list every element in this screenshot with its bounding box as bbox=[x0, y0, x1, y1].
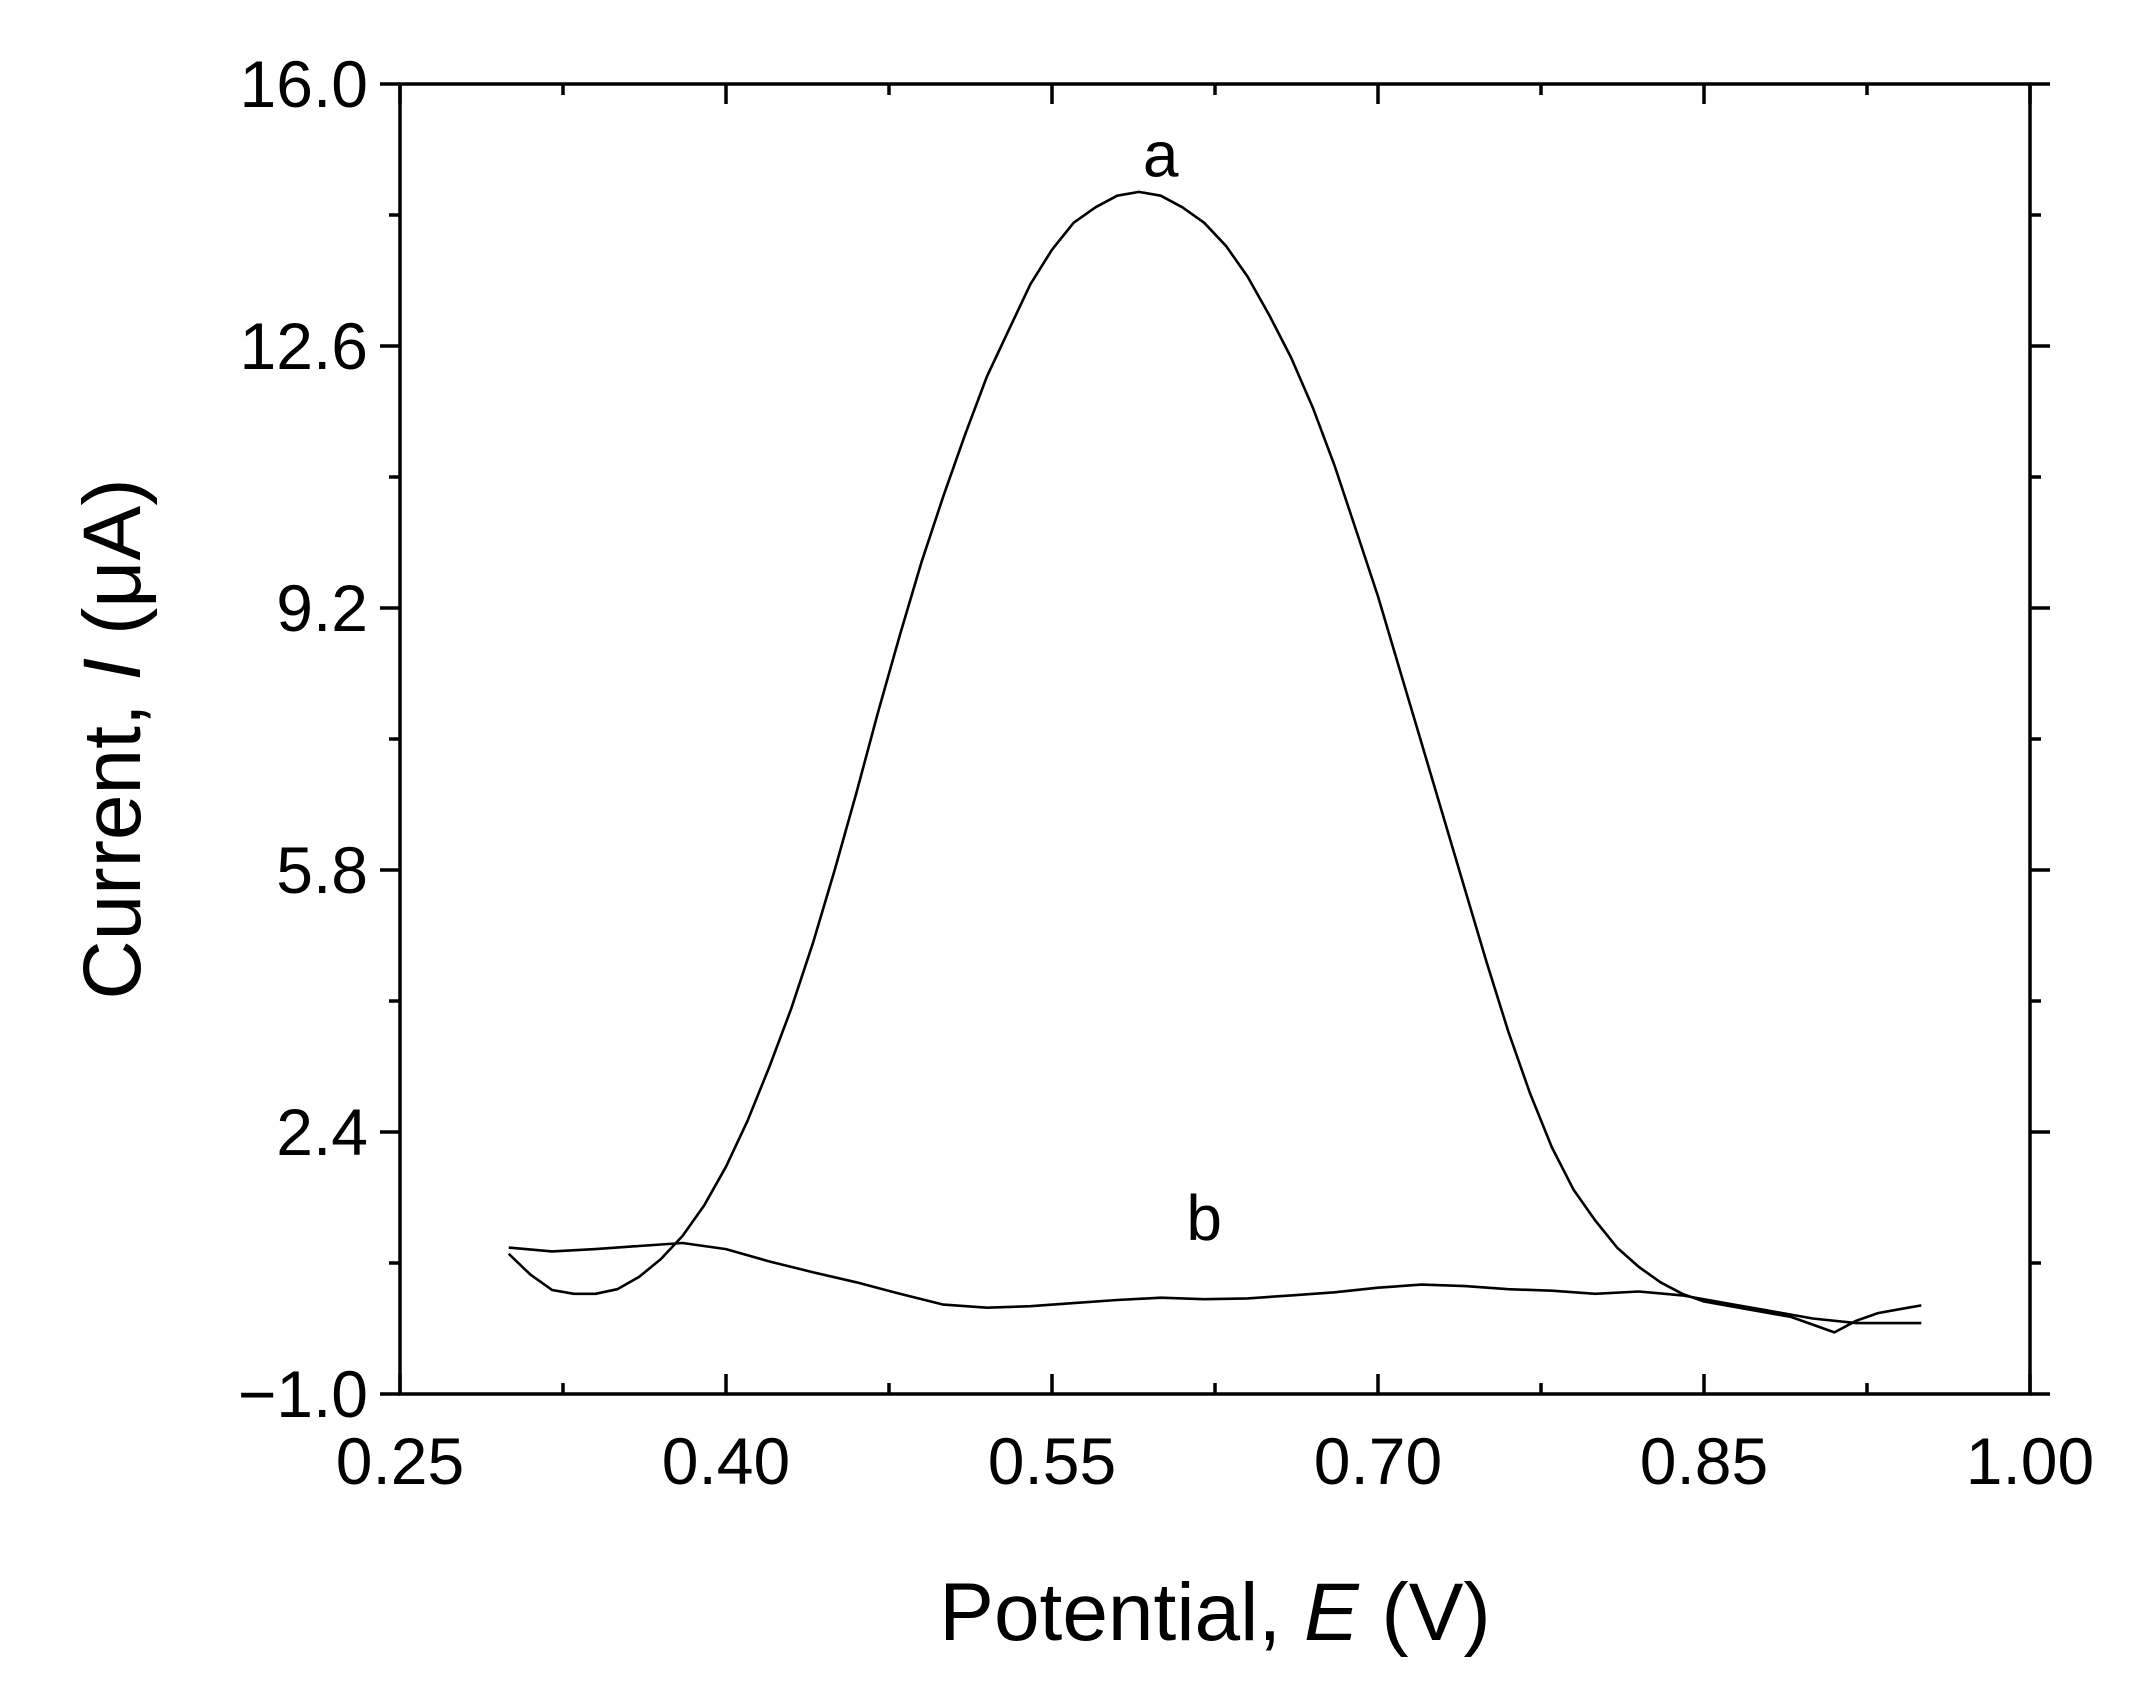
x-axis-title-prefix: Potential, bbox=[939, 1567, 1304, 1658]
x-axis-title-suffix: (V) bbox=[1359, 1567, 1491, 1658]
x-tick-label: 0.70 bbox=[1314, 1424, 1442, 1498]
series-line-a bbox=[507, 190, 1922, 1334]
x-tick-label: 0.85 bbox=[1640, 1424, 1768, 1498]
y-tick-label: 2.4 bbox=[276, 1095, 368, 1169]
y-tick-label: 9.2 bbox=[276, 571, 368, 645]
series-layer bbox=[507, 190, 1922, 1334]
x-tick-label: 0.25 bbox=[336, 1424, 464, 1498]
y-tick-label: 12.6 bbox=[240, 309, 368, 383]
x-axis-title-symbol: E bbox=[1304, 1567, 1360, 1658]
y-tick-label: −1.0 bbox=[238, 1357, 368, 1431]
x-tick-label: 0.40 bbox=[662, 1424, 790, 1498]
x-tick-label: 0.55 bbox=[988, 1424, 1116, 1498]
y-axis-title: Current, I (μA) bbox=[67, 478, 158, 999]
y-tick-label: 5.8 bbox=[276, 833, 368, 907]
ticks-layer bbox=[380, 82, 2050, 1396]
y-axis-title-prefix: Current, bbox=[67, 681, 158, 1000]
y-axis-title-symbol: I bbox=[67, 658, 158, 681]
x-axis-title: Potential, E (V) bbox=[939, 1567, 1490, 1658]
curve-labels-layer: ab bbox=[1143, 118, 1222, 1253]
curve-label-b: b bbox=[1186, 1182, 1222, 1254]
tick-labels-layer: 0.25 0.40 0.55 0.70 0.85 1.00 −1.0 2.4 5.8 9.2 12.… bbox=[238, 47, 2095, 1498]
x-tick-label: 1.00 bbox=[1966, 1424, 2094, 1498]
curve-label-a: a bbox=[1143, 118, 1179, 190]
y-axis-title-suffix: (μA) bbox=[67, 478, 158, 657]
y-tick-label: 16.0 bbox=[240, 47, 368, 121]
series-line-b bbox=[508, 1241, 1922, 1325]
